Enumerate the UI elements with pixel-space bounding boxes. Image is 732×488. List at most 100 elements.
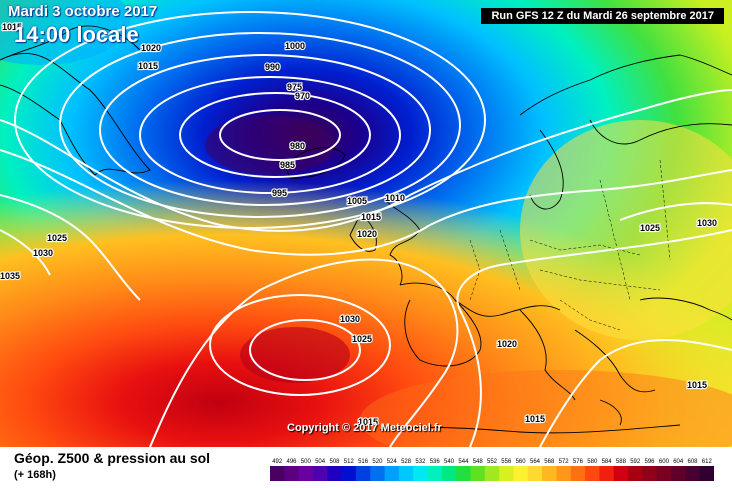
isobar-label: 1030 — [697, 218, 717, 228]
scale-swatch — [585, 466, 600, 481]
scale-tick-label: 568 — [544, 459, 555, 465]
scale-swatch — [284, 466, 300, 481]
isobar-lines — [0, 11, 732, 447]
scale-swatch — [699, 466, 714, 481]
scale-swatch — [327, 466, 343, 481]
scale-tick-label: 584 — [602, 459, 613, 465]
isobar-label: 1015 — [2, 22, 22, 32]
scale-tick-label: 592 — [630, 459, 641, 465]
east-yellow — [520, 120, 732, 340]
scale-tick-label: 540 — [444, 459, 455, 465]
isobar-label: 1020 — [357, 229, 377, 239]
isobar-label: 1020 — [497, 339, 517, 349]
scale-swatch — [298, 466, 314, 481]
scale-swatch — [570, 466, 586, 481]
coastlines — [0, 25, 732, 434]
nw-cyan — [0, 0, 130, 65]
isobar-label: 1015 — [138, 61, 158, 71]
isobar-label: 1020 — [141, 43, 161, 53]
scale-swatch — [427, 466, 443, 481]
scale-tick-label: 588 — [616, 459, 627, 465]
scale-tick-label: 544 — [458, 459, 469, 465]
scale-tick-label: 528 — [401, 459, 412, 465]
isobar-label: 970 — [295, 91, 310, 101]
scale-tick-label: 548 — [473, 459, 484, 465]
scale-swatch — [456, 466, 471, 481]
scale-swatch — [313, 466, 328, 481]
scale-tick-label: 604 — [673, 459, 684, 465]
scale-tick-label: 492 — [272, 459, 283, 465]
scale-tick-label: 572 — [559, 459, 570, 465]
scale-swatch — [398, 466, 414, 481]
isobar-label: 1015 — [361, 212, 381, 222]
isobar-label: 1000 — [285, 41, 305, 51]
scale-swatch — [384, 466, 400, 481]
scale-tick-label: 576 — [573, 459, 584, 465]
borders — [469, 159, 671, 331]
scale-tick-label: 496 — [286, 459, 297, 465]
scale-tick-label: 520 — [372, 459, 383, 465]
footer-title: Géop. Z500 & pression au sol — [14, 450, 211, 466]
scale-swatch — [355, 466, 371, 481]
scale-tick-label: 552 — [487, 459, 498, 465]
isobar-label: 990 — [265, 62, 280, 72]
scale-swatch — [527, 466, 543, 481]
scale-swatch — [685, 466, 701, 481]
scale-ticks: 492 496 500 504 508 512 516 520 524 528 532 536 540 5… — [272, 459, 712, 465]
scale-swatch — [270, 466, 285, 481]
copyright-text: Copyright © 2017 Meteociel.fr — [287, 422, 442, 434]
scale-tick-label: 524 — [387, 459, 398, 465]
isobar-label: 1015 — [525, 414, 545, 424]
isobar-label: 1030 — [340, 314, 360, 324]
scale-tick-label: 580 — [587, 459, 598, 465]
scale-tick-label: 516 — [358, 459, 369, 465]
scale-swatch — [656, 466, 672, 481]
isobar-label: 995 — [272, 188, 287, 198]
run-banner: Run GFS 12 Z du Mardi 26 septembre 2017 — [481, 8, 724, 24]
isobar-label: 1030 — [33, 248, 53, 258]
isobar-label: 985 — [280, 160, 295, 170]
scale-tick-label: 556 — [501, 459, 512, 465]
footer-subtitle: (+ 168h) — [14, 469, 56, 481]
isobar-label: 980 — [290, 141, 305, 151]
isobar-label: 1010 — [385, 193, 405, 203]
color-scale-legend: 492 496 500 504 508 512 516 520 524 528 532 536 540 5… — [270, 459, 714, 481]
isobar-label: 1035 — [0, 271, 20, 281]
low-core — [205, 115, 335, 175]
scale-tick-label: 500 — [301, 459, 312, 465]
scale-swatch — [542, 466, 557, 481]
scale-swatch — [613, 466, 629, 481]
forecast-date: Mardi 3 octobre 2017 — [8, 3, 158, 20]
scale-tick-label: 608 — [687, 459, 698, 465]
scale-tick-label: 596 — [644, 459, 655, 465]
scale-swatches — [270, 466, 714, 481]
scale-tick-label: 508 — [329, 459, 340, 465]
scale-swatch — [642, 466, 658, 481]
scale-swatch — [441, 466, 457, 481]
scale-swatch — [499, 466, 514, 481]
high-core — [240, 327, 350, 383]
scale-swatch — [370, 466, 386, 481]
isobar-labels: 1000 990 975 970 980 985 995 1005 1010 1… — [0, 21, 718, 428]
scale-swatch — [513, 466, 529, 481]
scale-tick-label: 536 — [430, 459, 441, 465]
isobar-label: 1005 — [347, 196, 367, 206]
scale-swatch — [484, 466, 500, 481]
scale-swatch — [470, 466, 486, 481]
scale-swatch — [341, 466, 357, 481]
isobar-label: 1015 — [358, 417, 378, 427]
scale-tick-label: 600 — [659, 459, 670, 465]
scale-tick-label: 560 — [516, 459, 527, 465]
scale-tick-label: 532 — [415, 459, 426, 465]
scale-swatch — [556, 466, 572, 481]
weather-map: 1000 990 975 970 980 985 995 1005 1010 1… — [0, 0, 732, 447]
scale-tick-label: 612 — [702, 459, 713, 465]
scale-tick-label: 504 — [315, 459, 326, 465]
isobar-label: 1015 — [687, 380, 707, 390]
scale-tick-label: 512 — [344, 459, 355, 465]
isobar-label: 1025 — [640, 223, 660, 233]
scale-swatch — [413, 466, 428, 481]
isobar-label: 975 — [287, 82, 302, 92]
scale-tick-label: 564 — [530, 459, 541, 465]
forecast-time: 14:00 locale — [14, 22, 139, 47]
